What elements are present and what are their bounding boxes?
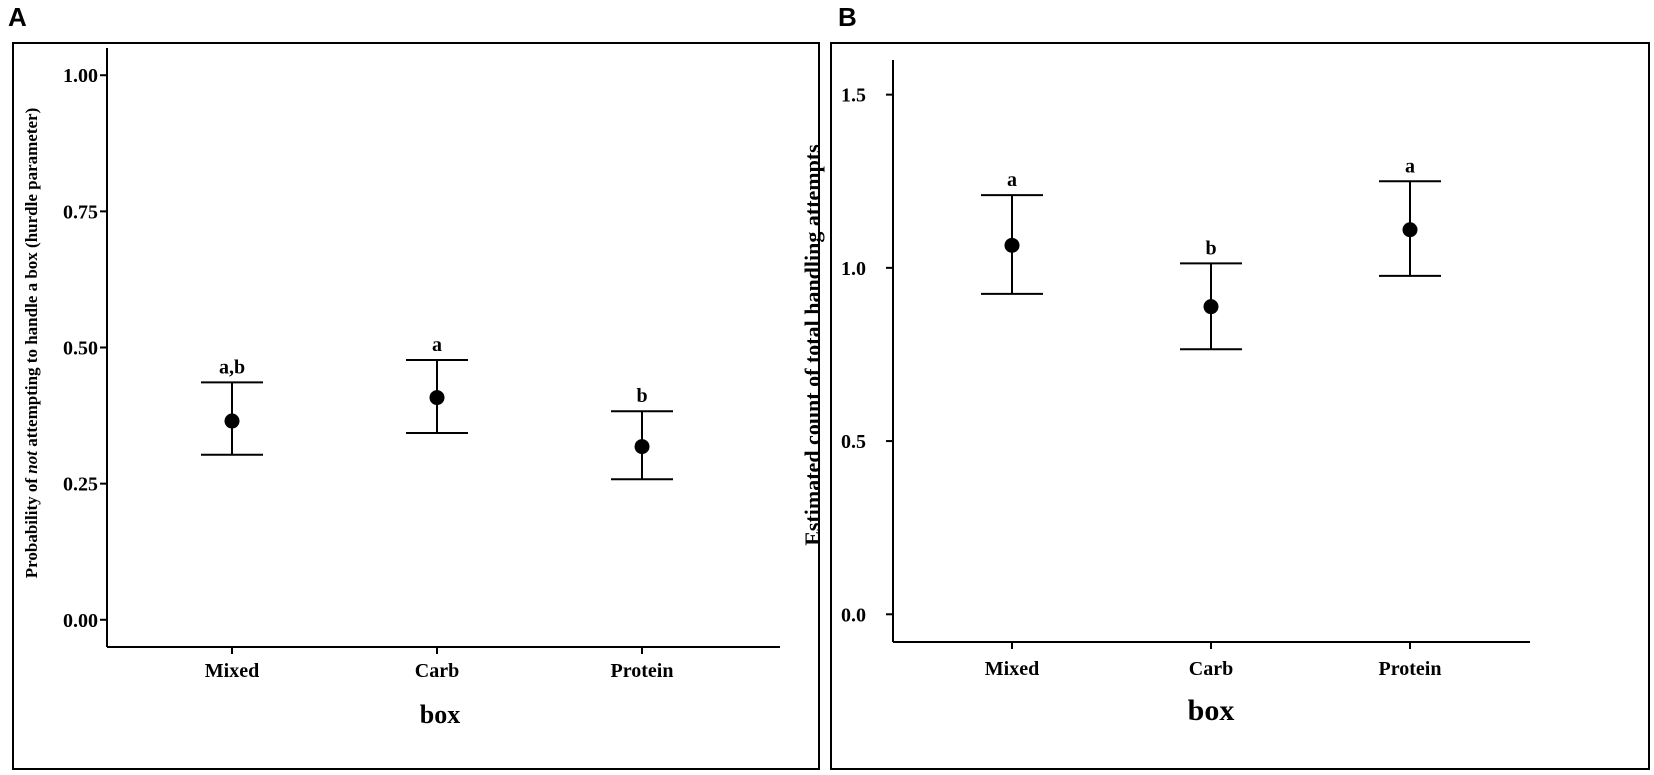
y-axis-label-emphasis: not — [22, 450, 41, 474]
y-tick-label: 0.25 — [63, 474, 98, 496]
significance-letter-protein: a — [1405, 155, 1415, 177]
point-mixed — [1004, 237, 1020, 253]
significance-letter-mixed: a — [1007, 169, 1017, 191]
point-protein — [634, 439, 650, 455]
x-axis-label: box — [420, 700, 460, 729]
y-tick-label: 0.50 — [63, 338, 98, 360]
x-tick-label: Carb — [1189, 658, 1233, 680]
y-axis-label: Estimated count of total handling attemp… — [800, 144, 825, 546]
y-tick-label: 1.0 — [841, 258, 866, 280]
y-axis-label: Probability of not attempting to handle … — [22, 108, 41, 579]
panel-a-chart: 0.00 0.25 0.50 0.75 1.00 Mixed Carb Protein box P… — [22, 48, 780, 729]
x-tick-label: Protein — [1379, 658, 1442, 680]
point-carb — [1203, 299, 1219, 315]
y-tick-label: 1.5 — [841, 85, 866, 107]
y-tick-label: 0.00 — [63, 610, 98, 632]
y-tick-label: 0.0 — [841, 604, 866, 626]
x-tick-label: Carb — [415, 660, 459, 682]
panel-letter-b: B — [838, 2, 857, 32]
panel-a-frame — [12, 42, 820, 770]
y-axis-label-part: Probability of — [22, 474, 41, 579]
panel-b-frame — [830, 42, 1650, 770]
point-protein — [1402, 222, 1418, 238]
y-tick-label: 0.75 — [63, 201, 98, 223]
x-tick-label: Protein — [611, 660, 674, 682]
panel-b-chart: 0.0 0.5 1.0 1.5 Mixed Carb Protein box Estimated… — [800, 60, 1530, 727]
y-tick-label: 0.5 — [841, 431, 866, 453]
x-tick-label: Mixed — [205, 660, 259, 682]
x-axis-label: box — [1188, 694, 1235, 727]
panel-letter-a: A — [8, 2, 27, 32]
significance-letter-mixed: a,b — [219, 356, 245, 378]
significance-letter-carb: b — [1205, 237, 1216, 259]
y-axis-label-part: attempting to handle a box (hurdle param… — [22, 108, 41, 451]
significance-letter-protein: b — [636, 385, 647, 407]
significance-letter-carb: a — [432, 334, 442, 356]
point-carb — [429, 390, 445, 406]
point-mixed — [224, 413, 240, 429]
y-tick-label: 1.00 — [63, 65, 98, 87]
x-tick-label: Mixed — [985, 658, 1039, 680]
